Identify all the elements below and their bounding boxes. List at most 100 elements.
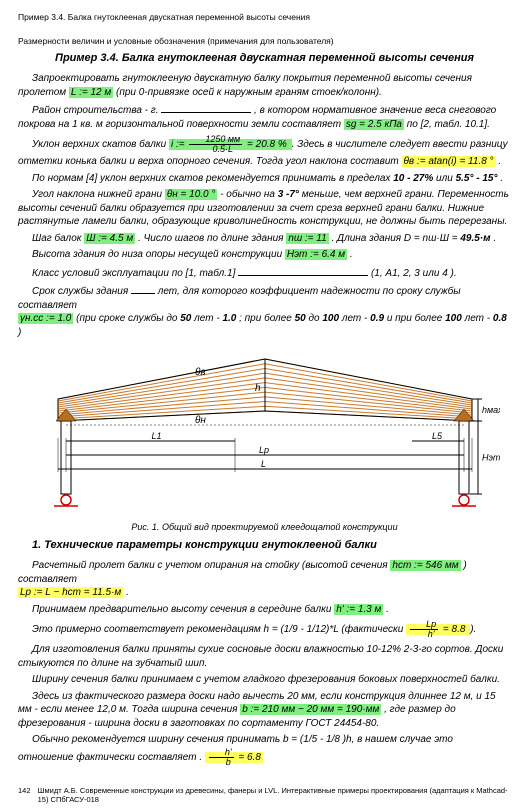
s1-para-7: Обычно рекомендуется ширину сечения прин…	[18, 733, 511, 768]
text: лет -	[465, 313, 493, 324]
text: .	[386, 604, 389, 615]
s1-para-5a: Ширину сечения балки принимаем с учетом …	[18, 673, 511, 687]
s1-para-2: Принимаем предварительно высоту сечения …	[18, 603, 511, 617]
svg-text:L5: L5	[432, 431, 443, 441]
bold: 10 - 27%	[393, 173, 433, 184]
para-9: Срок службы здания лет, для которого коэ…	[18, 283, 511, 339]
frac-den: b	[209, 758, 234, 767]
hl-ratio-h-b: h' b = 6.8	[205, 752, 263, 763]
svg-text:hмax: hмax	[482, 405, 500, 415]
s1-para-4: Для изготовления балки приняты сухие сос…	[18, 643, 511, 670]
fraction: h' b	[207, 747, 236, 768]
beam-svg: h θв θн hмax Hэт L1 Lр L L5	[30, 349, 500, 519]
hl-b-width: b := 210 мм − 20 мм = 190·мм	[240, 704, 381, 715]
text: Район строительства - г.	[32, 105, 161, 116]
svg-text:Hэт: Hэт	[482, 453, 500, 463]
text: Это примерно соответствует рекомендациям…	[32, 624, 406, 635]
text: (при сроке службы до	[76, 313, 180, 324]
text: = 20.8 %	[247, 139, 287, 150]
bold: 0.8	[493, 313, 507, 324]
page-number: 142	[18, 786, 38, 804]
hl-sh: Ш := 4.5 м	[84, 233, 135, 244]
text: лет -	[342, 313, 370, 324]
text: i :=	[171, 139, 185, 150]
blank-field	[131, 283, 155, 294]
svg-text:L: L	[261, 459, 266, 469]
s1-para-3: Это примерно соответствует рекомендациям…	[18, 619, 511, 640]
svg-text:Lр: Lр	[259, 445, 269, 455]
text: - обычно на	[220, 189, 278, 200]
bold: 49.5·м	[460, 233, 490, 244]
hl-theta-v: θв := atan(i) = 11.8 °	[402, 156, 496, 167]
para-7: Высота здания до низа опоры несущей конс…	[18, 248, 511, 262]
s1-para-5b: Здесь из фактического размера доски надо…	[18, 690, 511, 731]
bold: 3 -7°	[278, 189, 299, 200]
text: по [2, табл. 10.1].	[407, 119, 490, 130]
bold: 100	[445, 313, 462, 324]
svg-text:L1: L1	[151, 431, 161, 441]
para-4: По нормам [4] уклон верхних скатов реком…	[18, 172, 511, 186]
hl-sg: sg = 2.5 кПа	[344, 119, 404, 130]
hl-i-eq: i := 1250 мм 0.5·L = 20.8 %	[169, 139, 292, 150]
bold: 50	[295, 313, 306, 324]
text: = 8.8	[443, 624, 466, 635]
hl-Het: Hэт := 6.4 м	[285, 249, 347, 260]
text: . Длина здания D = nш·Ш =	[331, 233, 460, 244]
para-1: Запроектировать гнутоклееную двускатную …	[18, 72, 511, 99]
hl-gamma: γн.cc := 1.0	[18, 313, 73, 324]
text: По нормам [4] уклон верхних скатов реком…	[32, 173, 393, 184]
text: ; при более	[239, 313, 294, 324]
main-title: Пример 3.4. Балка гнутоклееная двускатна…	[18, 52, 511, 64]
text: .	[126, 587, 129, 598]
text: до	[309, 313, 323, 324]
text: .	[493, 233, 496, 244]
text: Шаг балок	[32, 233, 84, 244]
hl-ratio-Lp-h: Lр h' = 8.8	[406, 624, 470, 635]
s1-para-1: Расчетный пролет балки с учетом опирания…	[18, 559, 511, 600]
hl-Lp: Lр := L − hст = 11.5·м	[18, 587, 123, 598]
text: (при 0-привязке осей к наружным граням с…	[116, 87, 382, 98]
header-note: Размерности величин и условные обозначен…	[18, 36, 511, 46]
frac-den: h'	[410, 630, 438, 639]
section-1-title: 1. Технические параметры конструкции гну…	[18, 539, 511, 551]
text: ).	[470, 624, 476, 635]
text: .	[500, 173, 503, 184]
para-2: Район строительства - г. , в котором нор…	[18, 102, 511, 131]
text: Расчетный пролет балки с учетом опирания…	[32, 560, 390, 571]
bold: 50	[180, 313, 191, 324]
text: Срок службы здания	[32, 286, 131, 297]
frac-den: 0.5·L	[189, 145, 242, 154]
svg-text:h: h	[255, 383, 261, 394]
hl-hst: hст := 546 мм	[390, 560, 460, 571]
text: лет -	[194, 313, 222, 324]
text: Класс условий эксплуатации по [1, табл.1…	[32, 268, 238, 279]
footer: 142 Шмидт А.Б. Современные конструкции и…	[18, 786, 511, 804]
para-6: Шаг балок Ш := 4.5 м . Число шагов по дл…	[18, 232, 511, 246]
hl-theta-n: θн = 10.0 °	[165, 189, 218, 200]
svg-text:θв: θв	[195, 367, 206, 378]
page-header: Пример 3.4. Балка гнутоклееная двускатна…	[18, 12, 511, 22]
fraction: Lр h'	[408, 619, 440, 640]
text: . Число шагов по длине здания	[138, 233, 286, 244]
fraction: 1250 мм 0.5·L	[187, 134, 244, 155]
hl-hprime: h' := 1.3 м	[334, 604, 383, 615]
text: Принимаем предварительно высоту сечения …	[32, 604, 334, 615]
para-8: Класс условий эксплуатации по [1, табл.1…	[18, 265, 511, 281]
text: .	[498, 156, 501, 167]
text: Высота здания до низа опоры несущей конс…	[32, 249, 285, 260]
para-3: Уклон верхних скатов балки i := 1250 мм …	[18, 134, 511, 169]
footer-text: Шмидт А.Б. Современные конструкции из др…	[38, 786, 511, 804]
para-5: Угол наклона нижней грани θн = 10.0 ° - …	[18, 188, 511, 229]
bold: 0.9	[370, 313, 384, 324]
text: .	[350, 249, 353, 260]
hl-span-L: L := 12 м	[69, 87, 113, 98]
figure-caption: Рис. 1. Общий вид проектируемой клеедоща…	[18, 521, 511, 533]
beam-figure: h θв θн hмax Hэт L1 Lр L L5	[18, 349, 511, 519]
bold: 1.0	[222, 313, 236, 324]
blank-field	[161, 102, 251, 113]
text: = 6.8	[238, 752, 261, 763]
hl-nsh: nш := 11	[286, 233, 328, 244]
text: )	[18, 327, 21, 338]
text: и при более	[387, 313, 445, 324]
svg-text:θн: θн	[195, 415, 206, 426]
